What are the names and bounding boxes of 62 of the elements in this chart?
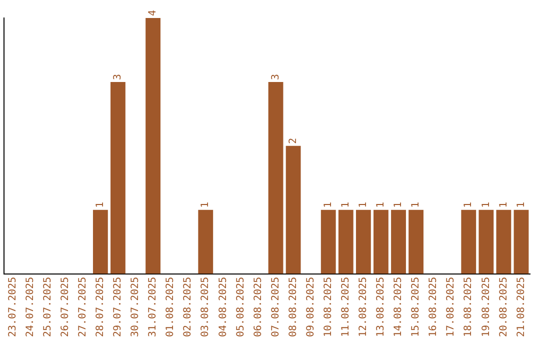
bar xyxy=(514,210,529,274)
data-label: 4 xyxy=(148,10,159,16)
x-tick-label: 02.08.2025 xyxy=(182,276,194,338)
data-label: 1 xyxy=(376,202,387,208)
x-tick-label: 25.07.2025 xyxy=(42,276,54,338)
x-tick-label: 14.08.2025 xyxy=(393,276,404,338)
x-tick-label: 24.07.2025 xyxy=(24,276,36,338)
bar xyxy=(338,210,354,274)
data-label: 1 xyxy=(498,202,510,208)
x-tick-label: 21.08.2025 xyxy=(516,276,527,338)
bar xyxy=(268,82,284,274)
x-tick-label: 26.07.2025 xyxy=(60,276,71,338)
bar xyxy=(198,210,214,274)
data-label: 1 xyxy=(200,202,212,208)
data-label: 1 xyxy=(95,202,106,208)
x-tick-label: 03.08.2025 xyxy=(200,276,212,338)
x-tick-label: 29.07.2025 xyxy=(112,276,124,338)
x-tick-label: 20.08.2025 xyxy=(498,276,510,338)
x-tick-label: 09.08.2025 xyxy=(305,276,316,338)
data-label: 1 xyxy=(340,202,352,208)
x-tick-label: 23.07.2025 xyxy=(7,276,18,338)
x-tick-label: 13.08.2025 xyxy=(376,276,387,338)
x-tick-label: 18.08.2025 xyxy=(463,276,474,338)
data-label: 2 xyxy=(288,138,299,144)
x-tick-label: 04.08.2025 xyxy=(218,276,229,338)
data-label: 1 xyxy=(322,202,334,208)
x-tick-label: 05.08.2025 xyxy=(235,276,246,338)
x-tick-label: 27.07.2025 xyxy=(77,276,88,338)
data-label: 3 xyxy=(112,74,124,80)
bar xyxy=(92,210,108,274)
data-label: 3 xyxy=(270,74,282,80)
x-tick-label: 17.08.2025 xyxy=(446,276,457,338)
bar xyxy=(320,210,336,274)
bar xyxy=(408,210,424,274)
bar xyxy=(478,210,494,274)
bar xyxy=(146,18,160,274)
bar xyxy=(110,82,126,274)
x-tick-label: 31.07.2025 xyxy=(148,276,159,338)
bar xyxy=(374,210,388,274)
bar xyxy=(356,210,371,274)
x-tick-label: 12.08.2025 xyxy=(358,276,370,338)
x-tick-label: 15.08.2025 xyxy=(410,276,422,338)
bar xyxy=(391,210,406,274)
x-tick-label: 30.07.2025 xyxy=(130,276,142,338)
x-tick-label: 19.08.2025 xyxy=(480,276,492,338)
data-label: 1 xyxy=(393,202,404,208)
data-label: 1 xyxy=(516,202,527,208)
data-label: 1 xyxy=(480,202,492,208)
data-label: 1 xyxy=(410,202,422,208)
bar xyxy=(461,210,476,274)
x-tick-label: 08.08.2025 xyxy=(288,276,299,338)
x-tick-label: 10.08.2025 xyxy=(322,276,334,338)
bar xyxy=(496,210,512,274)
data-label: 1 xyxy=(358,202,370,208)
x-tick-label: 07.08.2025 xyxy=(270,276,282,338)
x-tick-label: 06.08.2025 xyxy=(252,276,264,338)
bar xyxy=(286,146,301,274)
x-tick-label: 11.08.2025 xyxy=(340,276,352,338)
x-tick-label: 28.07.2025 xyxy=(95,276,106,338)
x-tick-label: 01.08.2025 xyxy=(165,276,176,338)
x-tick-label: 16.08.2025 xyxy=(428,276,440,338)
data-label: 1 xyxy=(463,202,474,208)
